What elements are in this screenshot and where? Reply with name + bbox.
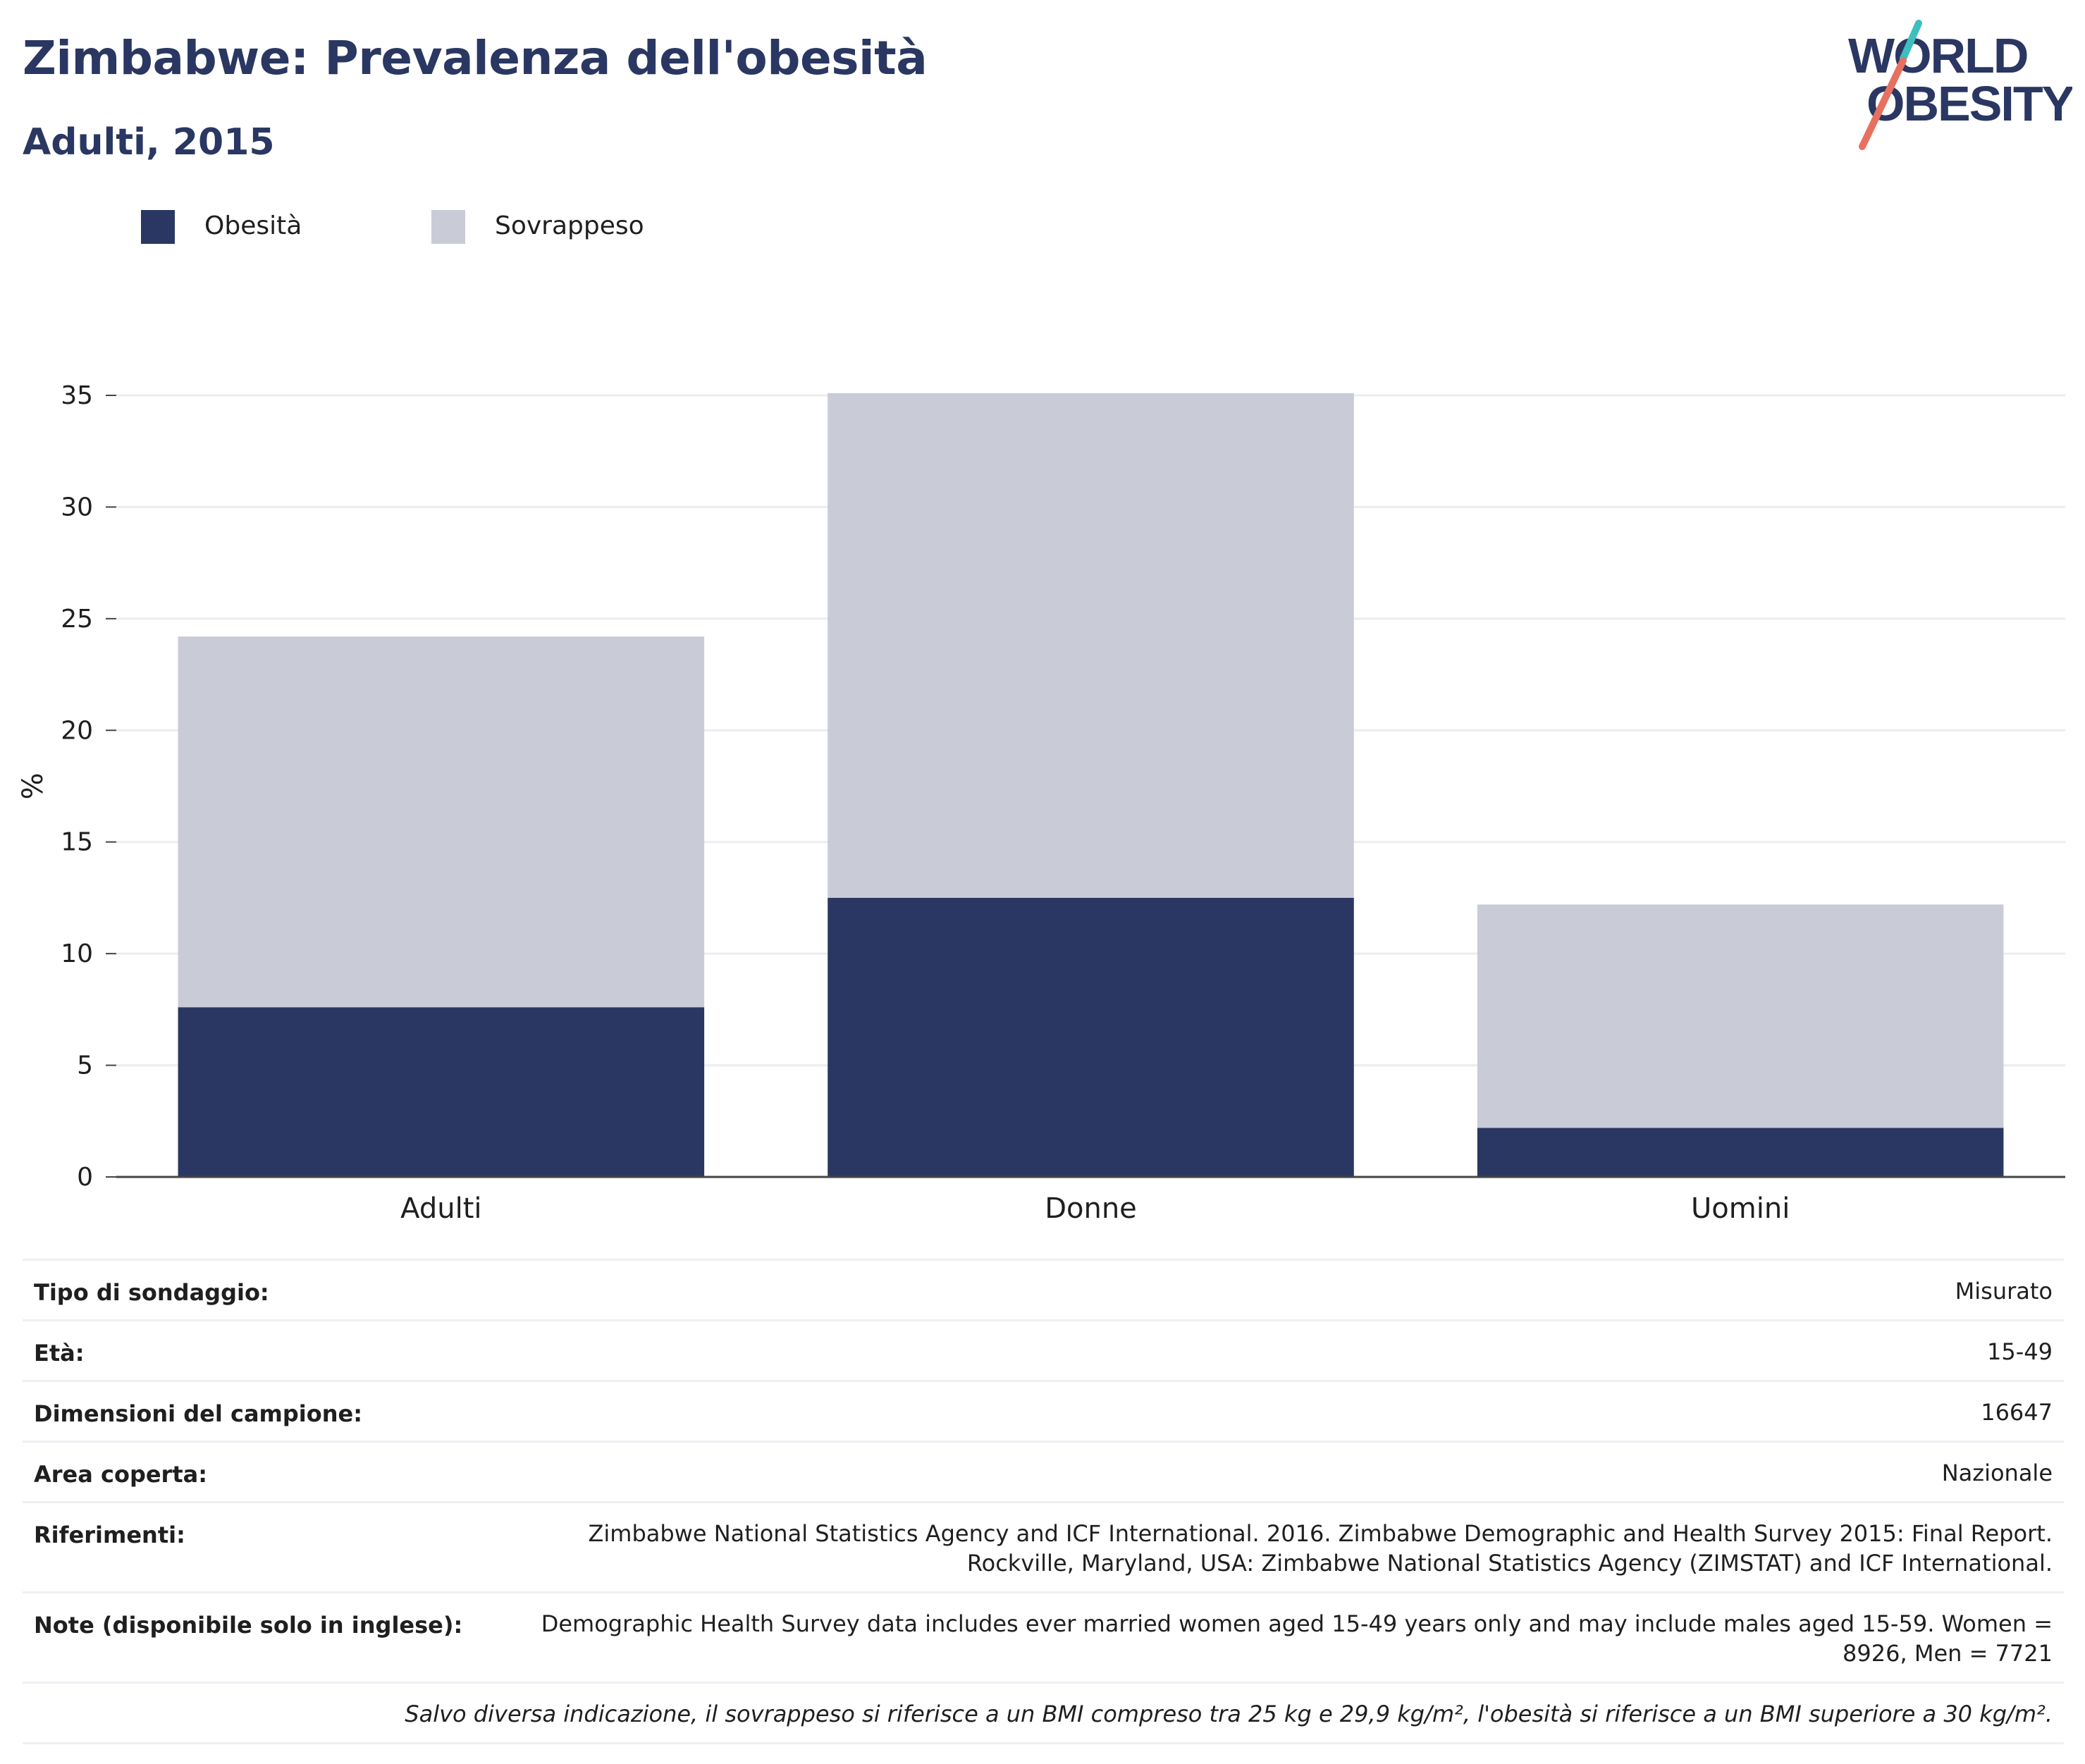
- page-subtitle: Adulti, 2015: [23, 121, 275, 164]
- x-tick-label: Uomini: [1691, 1192, 1790, 1225]
- y-axis-label: %: [17, 772, 49, 799]
- info-label: Note (disponibile solo in inglese):: [34, 1612, 463, 1639]
- y-tick-label: 30: [61, 493, 93, 522]
- world-obesity-logo: WORLD OBESITY: [1848, 20, 2072, 150]
- x-tick-label: Donne: [1045, 1192, 1137, 1225]
- info-label: Età:: [34, 1340, 85, 1367]
- info-value: Misurato: [1955, 1278, 2053, 1305]
- info-label: Area coperta:: [34, 1461, 208, 1488]
- info-row: Tipo di sondaggio: Misurato: [23, 1259, 2064, 1319]
- x-tick-label: Adulti: [400, 1192, 481, 1225]
- info-row: Note (disponibile solo in inglese): Demog…: [23, 1591, 2064, 1682]
- info-value-line: Demographic Health Survey data includes …: [541, 1610, 2053, 1637]
- logo-slash-coral: [1859, 57, 1907, 150]
- info-value-line: 8926, Men = 7721: [1843, 1640, 2053, 1667]
- y-tick-label: 35: [61, 381, 93, 410]
- logo-line-1: WORLD: [1848, 28, 2027, 83]
- info-value: Demographic Health Survey data includes …: [541, 1609, 2053, 1668]
- bar-adulti-obesity[interactable]: [178, 1007, 705, 1177]
- y-tick-label: 25: [61, 605, 93, 634]
- info-value: 16647: [1981, 1399, 2053, 1426]
- bar-donne-obesity[interactable]: [828, 897, 1354, 1177]
- info-value-line: Zimbabwe National Statistics Agency and …: [588, 1520, 2053, 1547]
- info-label: Tipo di sondaggio:: [34, 1279, 269, 1306]
- info-table-end: [23, 1742, 2064, 1744]
- legend-swatch-obesity: [141, 210, 175, 244]
- info-value-line: Rockville, Maryland, USA: Zimbabwe Natio…: [966, 1550, 2053, 1577]
- legend-swatch-overweight: [431, 210, 465, 244]
- y-tick-label: 5: [77, 1051, 93, 1080]
- info-footnote-row: Salvo diversa indicazione, il sovrappeso…: [23, 1682, 2064, 1742]
- y-tick-label: 15: [61, 828, 93, 857]
- info-row: Età: 15-49: [23, 1319, 2064, 1380]
- legend-label-overweight: Sovrappeso: [495, 211, 644, 240]
- y-tick-label: 10: [61, 939, 93, 968]
- logo-slash-teal: [1900, 20, 1922, 62]
- info-label: Dimensioni del campione:: [34, 1400, 363, 1427]
- stacked-bar-chart: 0 5 10 15 20 25 30 35 Adulti Donne Uomini%: [17, 381, 2065, 1225]
- bar-adulti-overweight[interactable]: [178, 636, 705, 1008]
- bar-donne-overweight[interactable]: [828, 393, 1354, 898]
- legend-label-obesity: Obesità: [204, 211, 302, 240]
- bar-uomini-obesity[interactable]: [1477, 1128, 2004, 1177]
- info-footnote: Salvo diversa indicazione, il sovrappeso…: [405, 1701, 2053, 1727]
- info-row: Dimensioni del campione: 16647: [23, 1380, 2064, 1441]
- page-title: Zimbabwe: Prevalenza dell'obesità: [23, 31, 928, 85]
- info-value: Zimbabwe National Statistics Agency and …: [588, 1519, 2053, 1578]
- info-row: Area coperta: Nazionale: [23, 1441, 2064, 1501]
- y-tick-label: 0: [77, 1163, 93, 1192]
- y-tick-label: 20: [61, 716, 93, 745]
- info-row: Riferimenti: Zimbabwe National Statistics…: [23, 1501, 2064, 1591]
- survey-info-table: Tipo di sondaggio: Misurato Età: 15-49 Dimen…: [23, 1259, 2064, 1744]
- info-value: Nazionale: [1941, 1460, 2053, 1486]
- logo-line-2: OBESITY: [1866, 76, 2072, 131]
- bar-uomini-overweight[interactable]: [1477, 904, 2004, 1128]
- info-value: 15-49: [1987, 1338, 2053, 1365]
- info-label: Riferimenti:: [34, 1522, 185, 1548]
